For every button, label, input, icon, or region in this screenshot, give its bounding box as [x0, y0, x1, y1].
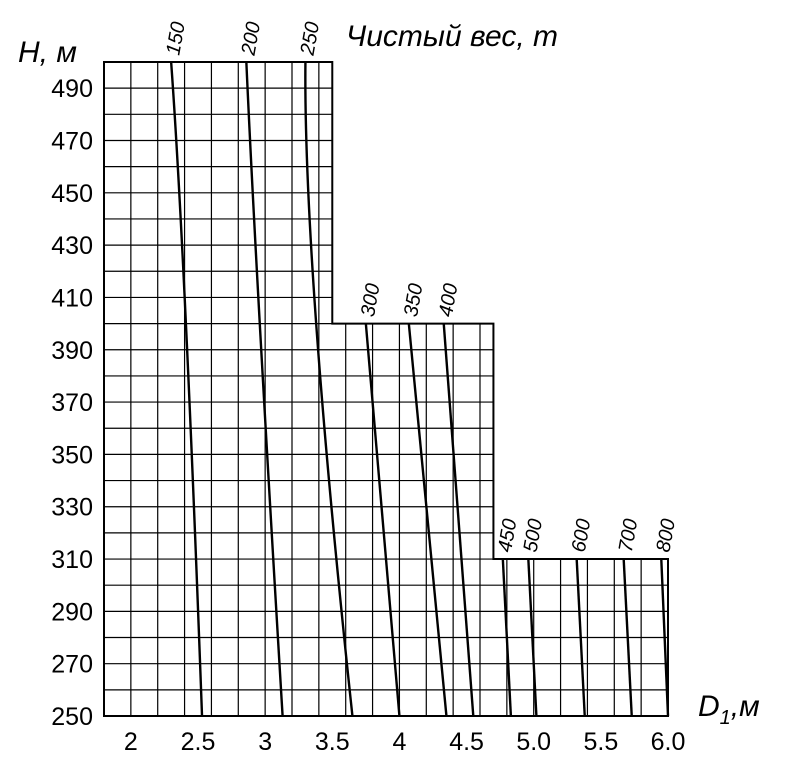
- y-axis-title: H, м: [18, 36, 77, 69]
- chart-outline: [103, 61, 669, 717]
- y-tick-label: 290: [51, 598, 93, 626]
- x-tick-label: 2.5: [181, 728, 216, 756]
- series-label-250: 250: [297, 20, 325, 58]
- series-label-350: 350: [400, 282, 427, 319]
- series-label-600: 600: [568, 517, 595, 554]
- y-tick-label: 330: [51, 494, 93, 522]
- y-tick-label: 490: [51, 75, 93, 103]
- y-tick-labels: 250 270 290 310 330 350 370 390 410 430 450 470 490: [51, 75, 93, 731]
- y-tick-label: 390: [51, 337, 93, 365]
- x-tick-label: 6.0: [651, 728, 686, 756]
- series-line-300: [364, 323, 401, 717]
- y-tick-label: 470: [51, 127, 93, 155]
- y-tick-label: 250: [51, 703, 93, 731]
- series-label-400: 400: [435, 282, 462, 319]
- x-axis-title-main: D: [698, 690, 720, 723]
- x-tick-label: 5.5: [583, 728, 618, 756]
- series-line-150: [169, 61, 204, 717]
- y-tick-label: 370: [51, 389, 93, 417]
- x-axis-title-subscript: 1: [720, 707, 731, 729]
- series-line-800: [660, 558, 670, 717]
- series-line-200: [245, 61, 284, 717]
- series-line-600: [575, 558, 586, 717]
- series-label-500: 500: [520, 517, 547, 554]
- x-tick-label: 4.5: [449, 728, 484, 756]
- series-line-500: [527, 558, 538, 717]
- x-axis-title: D1,м: [698, 690, 760, 729]
- series-label-300: 300: [357, 282, 384, 319]
- series-line-700: [622, 558, 633, 717]
- x-tick-label: 5.0: [516, 728, 551, 756]
- x-axis-title-unit: ,м: [731, 690, 760, 723]
- y-tick-label: 430: [51, 232, 93, 260]
- x-tick-label: 4: [392, 728, 406, 756]
- series-line-450: [501, 558, 513, 717]
- series-line-350: [407, 323, 448, 717]
- x-tick-label: 3: [258, 728, 272, 756]
- series-label-200: 200: [237, 20, 265, 58]
- series-label-450: 450: [494, 517, 521, 554]
- series-label-800: 800: [653, 517, 680, 554]
- x-tick-labels: 2 2.5 3 3.5 4 4.5 5.0 5.5 6.0: [124, 728, 685, 756]
- series-line-250: [304, 61, 354, 717]
- y-tick-label: 270: [51, 651, 93, 679]
- series-line-400: [442, 323, 475, 717]
- series-label-700: 700: [615, 517, 642, 554]
- series-curves: [169, 61, 670, 717]
- y-tick-label: 310: [51, 546, 93, 574]
- x-tick-label: 3.5: [315, 728, 350, 756]
- y-tick-label: 350: [51, 441, 93, 469]
- y-tick-label: 410: [51, 284, 93, 312]
- x-tick-label: 2: [124, 728, 138, 756]
- y-tick-label: 450: [51, 180, 93, 208]
- chart-boundary: [103, 61, 669, 717]
- series-label-150: 150: [162, 20, 189, 57]
- chart-title: Чистый вес, т: [346, 20, 558, 53]
